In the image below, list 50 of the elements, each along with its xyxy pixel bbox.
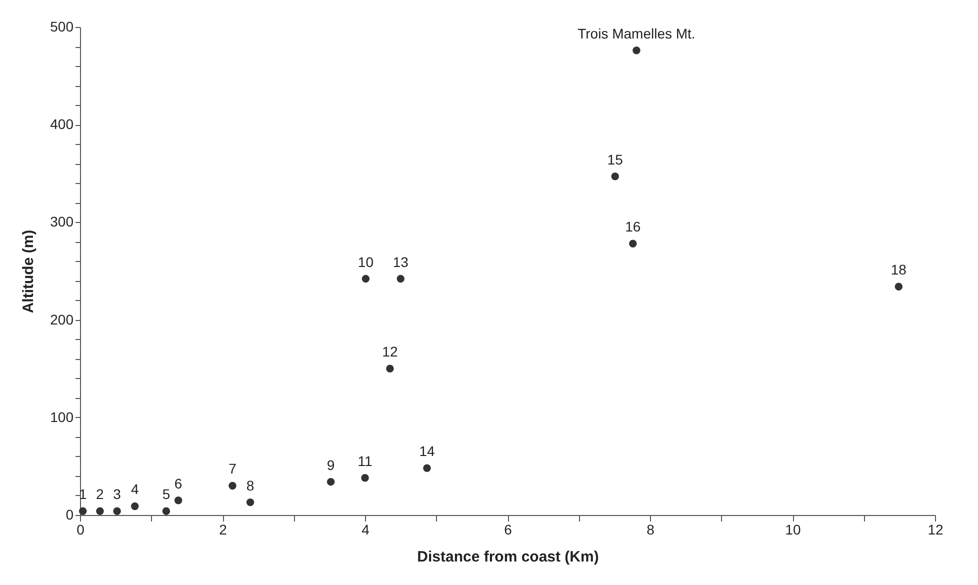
point — [396, 274, 404, 283]
annotation: 4 — [130, 481, 139, 498]
point — [326, 478, 335, 486]
point — [130, 502, 139, 510]
x-axis-title: Distance from coast (Km) — [417, 548, 599, 566]
point — [246, 498, 254, 506]
point — [423, 464, 431, 472]
annotation: 9 — [326, 456, 335, 473]
y-axis-title: Altitude (m) — [20, 230, 38, 314]
point — [113, 507, 121, 515]
annotation: 15 — [607, 151, 624, 168]
y-tick-label: 0 — [66, 506, 74, 522]
point — [96, 507, 104, 515]
x-tick-label: 2 — [219, 522, 228, 538]
point — [611, 172, 619, 180]
y-tick-label: 200 — [50, 311, 74, 328]
point — [386, 364, 394, 372]
annotation: 2 — [96, 486, 104, 502]
x-tick-label: 6 — [504, 522, 512, 538]
annotation: 8 — [246, 477, 254, 494]
point — [894, 282, 903, 290]
x-tick-label: 4 — [362, 522, 370, 538]
annotation: 16 — [625, 218, 641, 235]
x-tick-label: 0 — [76, 522, 85, 538]
point — [629, 240, 637, 248]
y-tick-label: 100 — [50, 408, 74, 425]
y-tick-label: 300 — [50, 214, 74, 230]
annotation: Trois Mamelles Mt. — [578, 25, 696, 42]
annotation: 13 — [392, 254, 409, 270]
annotation: 6 — [174, 475, 182, 492]
annotation: 11 — [358, 452, 372, 469]
x-tick-label: 8 — [646, 522, 655, 538]
annotation: 12 — [382, 344, 398, 360]
y-tick-label: 500 — [50, 18, 74, 34]
point — [162, 507, 170, 515]
annotation: 18 — [890, 262, 907, 278]
annotation: 5 — [162, 486, 170, 502]
point — [362, 274, 370, 283]
y-tick-label: 400 — [50, 116, 74, 132]
annotation: 10 — [358, 254, 374, 270]
x-tick-label: 12 — [928, 522, 944, 538]
annotation: 7 — [228, 460, 237, 477]
point — [632, 46, 640, 54]
point — [78, 507, 87, 515]
annotation: 3 — [113, 486, 122, 502]
x-tick-label: 10 — [785, 522, 801, 538]
annotation: 14 — [419, 443, 435, 460]
point — [174, 496, 182, 504]
point — [228, 482, 236, 490]
point — [361, 474, 369, 482]
